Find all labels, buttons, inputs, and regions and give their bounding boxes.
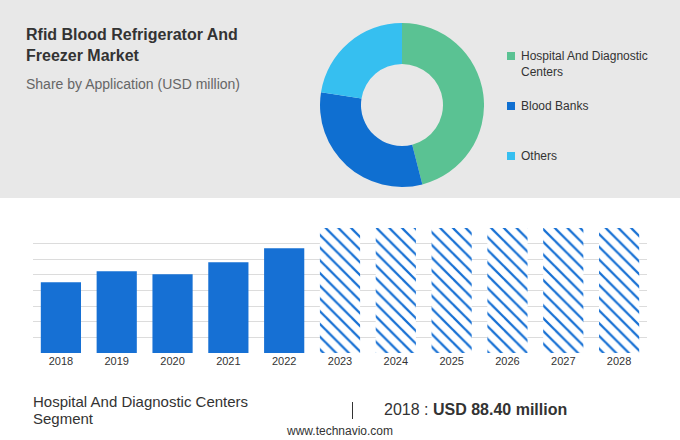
- svg-text:2026: 2026: [495, 355, 519, 367]
- html-text:2018 : USD 88.40 million: 2018 : USD 88.40 million: [384, 401, 568, 418]
- html-text:Rfid Blood Refrigerator And Fr: Rfid Blood Refrigerator And Freezer Mark…: [26, 26, 238, 64]
- svg-text:2027: 2027: [551, 355, 575, 367]
- html-text:Hospital And Diagnostic Center: Hospital And Diagnostic Centers Segment: [33, 393, 249, 427]
- html-text:www.technavio.com: www.technavio.com: [287, 424, 393, 438]
- svg-text:2020: 2020: [160, 355, 184, 367]
- svg-text:2023: 2023: [328, 355, 352, 367]
- svg-text:2018: 2018: [49, 355, 73, 367]
- svg-text:2021: 2021: [216, 355, 240, 367]
- html-text:Others: Others: [521, 149, 557, 163]
- html-text:Blood Banks: Blood Banks: [521, 99, 589, 113]
- svg-text:2028: 2028: [607, 355, 631, 367]
- svg-text:2019: 2019: [104, 355, 128, 367]
- svg-text:2025: 2025: [439, 355, 463, 367]
- html-text:Hospital And Diagnostic Center: Hospital And Diagnostic Centers: [521, 49, 648, 79]
- svg-text:2024: 2024: [384, 355, 408, 367]
- html-text:Share by Application (USD mill: Share by Application (USD million): [26, 76, 240, 92]
- svg-text:2022: 2022: [272, 355, 296, 367]
